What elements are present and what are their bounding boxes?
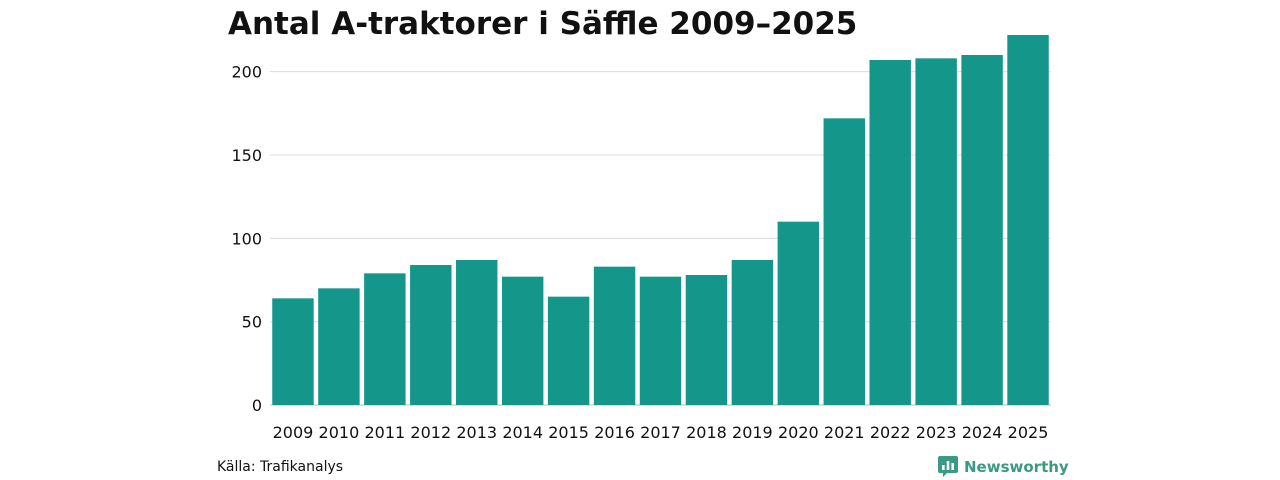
x-tick-label-2024: 2024 <box>962 423 1003 442</box>
bar-2011 <box>364 273 406 405</box>
bar-2015 <box>547 296 590 405</box>
x-tick-label-2020: 2020 <box>778 423 819 442</box>
x-tick-label-2015: 2015 <box>548 423 589 442</box>
x-tick-label-2014: 2014 <box>502 423 543 442</box>
x-tick-label-2012: 2012 <box>410 423 451 442</box>
bar-2024 <box>961 55 1003 405</box>
bar-2018 <box>685 275 728 405</box>
brand-name: Newsworthy <box>964 458 1069 476</box>
bar-2021 <box>823 118 865 405</box>
x-tick-label-2017: 2017 <box>640 423 681 442</box>
y-tick-label-150: 150 <box>231 146 262 165</box>
x-tick-label-2025: 2025 <box>1008 423 1049 442</box>
bar-2010 <box>318 288 360 405</box>
bar-2022 <box>869 60 911 405</box>
bar-2016 <box>593 266 636 405</box>
y-tick-label-100: 100 <box>231 229 262 248</box>
x-tick-label-2010: 2010 <box>319 423 360 442</box>
bar-2014 <box>501 276 544 405</box>
newsworthy-logo-icon <box>938 456 958 477</box>
y-axis-ticks: 0 50 100 150 200 <box>231 63 262 415</box>
x-tick-label-2018: 2018 <box>686 423 727 442</box>
bar-2012 <box>410 265 452 405</box>
bars <box>272 35 1049 405</box>
source-note: Källa: Trafikanalys <box>217 459 344 475</box>
y-tick-label-200: 200 <box>231 63 262 82</box>
x-tick-label-2016: 2016 <box>594 423 635 442</box>
y-tick-label-50: 50 <box>242 313 262 332</box>
brand-logo-link[interactable]: Newsworthy <box>938 456 1069 478</box>
x-axis-ticks: 2009 2010 2011 2012 2013 2014 2015 2016 2017 2018… <box>273 423 1049 442</box>
bar-2013 <box>456 260 498 405</box>
bar-2020 <box>777 221 820 405</box>
x-tick-label-2022: 2022 <box>870 423 911 442</box>
bar-2025 <box>1007 35 1049 405</box>
x-tick-label-2019: 2019 <box>732 423 773 442</box>
bar-2009 <box>272 298 314 405</box>
x-tick-label-2021: 2021 <box>824 423 865 442</box>
x-tick-label-2013: 2013 <box>456 423 497 442</box>
bar-2019 <box>731 260 774 405</box>
x-tick-label-2023: 2023 <box>916 423 957 442</box>
bar-2023 <box>915 58 957 405</box>
y-tick-label-0: 0 <box>252 396 262 415</box>
chart-title: Antal A-traktorer i Säffle 2009–2025 <box>228 6 858 42</box>
bar-2017 <box>639 276 682 405</box>
x-tick-label-2011: 2011 <box>364 423 405 442</box>
x-tick-label-2009: 2009 <box>273 423 314 442</box>
